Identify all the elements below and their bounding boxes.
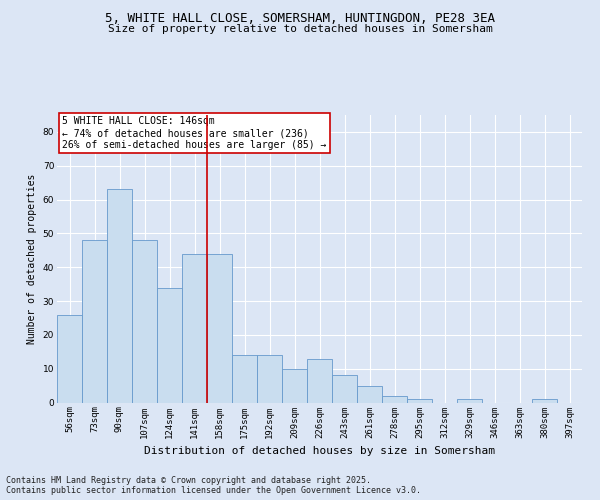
Bar: [232, 355, 257, 403]
Bar: [182, 254, 207, 402]
Bar: [107, 190, 132, 402]
Y-axis label: Number of detached properties: Number of detached properties: [27, 174, 37, 344]
Bar: [57, 314, 82, 402]
Bar: [257, 355, 282, 403]
Bar: [132, 240, 157, 402]
X-axis label: Distribution of detached houses by size in Somersham: Distribution of detached houses by size …: [144, 446, 495, 456]
Bar: [357, 386, 382, 402]
Bar: [82, 240, 107, 402]
Bar: [407, 399, 432, 402]
Bar: [157, 288, 182, 403]
Text: Size of property relative to detached houses in Somersham: Size of property relative to detached ho…: [107, 24, 493, 34]
Text: 5 WHITE HALL CLOSE: 146sqm
← 74% of detached houses are smaller (236)
26% of sem: 5 WHITE HALL CLOSE: 146sqm ← 74% of deta…: [62, 116, 326, 150]
Text: Contains HM Land Registry data © Crown copyright and database right 2025.
Contai: Contains HM Land Registry data © Crown c…: [6, 476, 421, 495]
Bar: [282, 368, 307, 402]
Text: 5, WHITE HALL CLOSE, SOMERSHAM, HUNTINGDON, PE28 3EA: 5, WHITE HALL CLOSE, SOMERSHAM, HUNTINGD…: [105, 12, 495, 26]
Bar: [307, 358, 332, 403]
Bar: [332, 376, 357, 402]
Bar: [457, 399, 482, 402]
Bar: [382, 396, 407, 402]
Bar: [532, 399, 557, 402]
Bar: [207, 254, 232, 402]
